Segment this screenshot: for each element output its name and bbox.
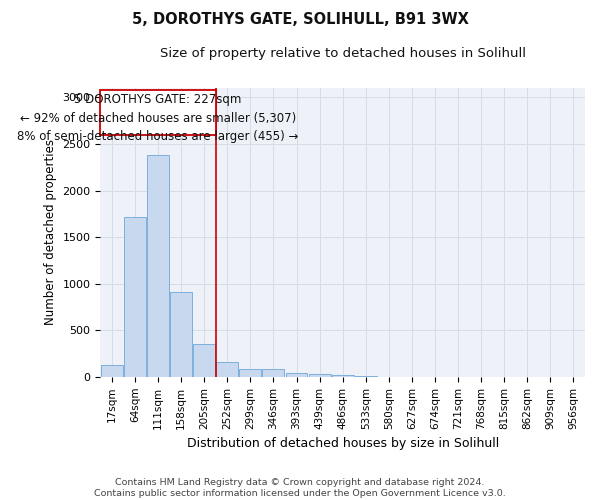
- Y-axis label: Number of detached properties: Number of detached properties: [44, 140, 57, 326]
- Bar: [124, 216, 146, 377]
- Text: Contains HM Land Registry data © Crown copyright and database right 2024.
Contai: Contains HM Land Registry data © Crown c…: [94, 478, 506, 498]
- Bar: [286, 372, 307, 377]
- Bar: [308, 374, 331, 377]
- Bar: [193, 344, 215, 377]
- Bar: [147, 155, 169, 377]
- Text: 5, DOROTHYS GATE, SOLIHULL, B91 3WX: 5, DOROTHYS GATE, SOLIHULL, B91 3WX: [131, 12, 469, 28]
- Bar: [217, 362, 238, 377]
- Bar: [239, 369, 262, 377]
- X-axis label: Distribution of detached houses by size in Solihull: Distribution of detached houses by size …: [187, 437, 499, 450]
- Bar: [100, 90, 216, 134]
- Bar: [170, 292, 192, 377]
- Bar: [262, 369, 284, 377]
- Title: Size of property relative to detached houses in Solihull: Size of property relative to detached ho…: [160, 48, 526, 60]
- Text: 5 DOROTHYS GATE: 227sqm
← 92% of detached houses are smaller (5,307)
8% of semi-: 5 DOROTHYS GATE: 227sqm ← 92% of detache…: [17, 93, 299, 143]
- Bar: [101, 364, 123, 377]
- Bar: [332, 375, 353, 377]
